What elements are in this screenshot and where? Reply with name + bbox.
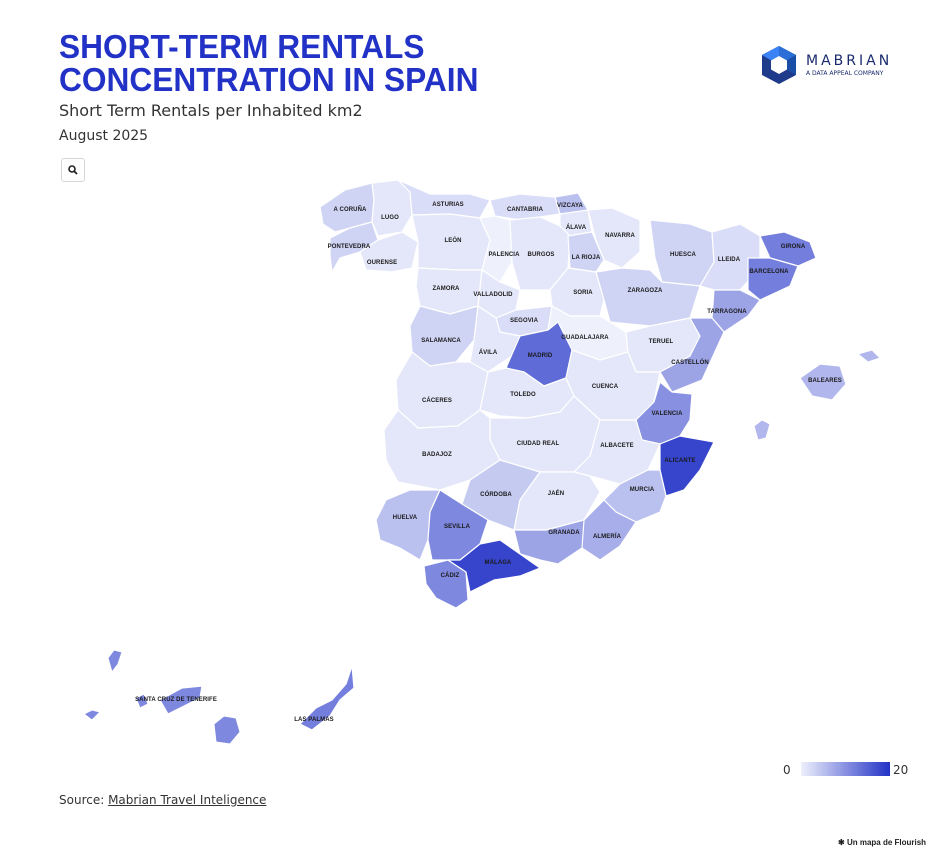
- flourish-credit[interactable]: ✱ Un mapa de Flourish: [838, 838, 926, 847]
- source-note: Source: Mabrian Travel Inteligence: [59, 793, 266, 807]
- region-label-toledo: TOLEDO: [510, 392, 536, 398]
- region-santa-cruz-de-tenerife[interactable]: [159, 685, 203, 715]
- region-label-ciudad-real: CIUDAD REAL: [517, 441, 560, 447]
- region-label-navarra: NAVARRA: [605, 233, 635, 239]
- region-label-malaga: MÁLAGA: [485, 559, 512, 566]
- region-label-badajoz: BADAJOZ: [422, 452, 452, 458]
- region-la-rioja[interactable]: [567, 231, 605, 273]
- region-label-huesca: HUESCA: [670, 252, 697, 258]
- flourish-credit-text: Un mapa de Flourish: [846, 838, 927, 847]
- map-subtitle: Short Term Rentals per Inhabited km2: [59, 101, 363, 120]
- source-prefix: Source:: [59, 793, 109, 807]
- region-malaga[interactable]: [447, 539, 541, 593]
- map-title: SHORT-TERM RENTALS CONCENTRATION IN SPAI…: [59, 30, 478, 96]
- mabrian-logo: MABRIAN A DATA APPEAL COMPANY: [758, 44, 908, 90]
- region-label-caceres: CÁCERES: [422, 397, 452, 404]
- region-label-santa-cruz-de-tenerife: SANTA CRUZ DE TENERIFE: [135, 697, 217, 703]
- map-labels: A CORUÑA LUGO PONTEVEDRA OURENSE ASTURIAS CAN…: [135, 202, 842, 723]
- region-label-zaragoza: ZARAGOZA: [628, 288, 663, 294]
- search-button[interactable]: [61, 158, 85, 182]
- region-label-girona: GIRONA: [781, 244, 806, 250]
- region-label-soria: SORIA: [573, 290, 593, 296]
- region-label-albacete: ALBACETE: [600, 443, 633, 449]
- region-label-salamanca: SALAMANCA: [421, 338, 461, 344]
- region-label-las-palmas: LAS PALMAS: [294, 717, 334, 723]
- region-label-jaen: JAÉN: [548, 489, 564, 497]
- region-ourense[interactable]: [359, 231, 419, 273]
- region-label-ourense: OURENSE: [367, 260, 397, 266]
- legend-min-label: 0: [783, 763, 791, 777]
- region-label-cordoba: CÓRDOBA: [480, 490, 512, 498]
- region-baleares-island-2[interactable]: [856, 349, 881, 363]
- map-title-line-2: CONCENTRATION IN SPAIN: [59, 61, 479, 98]
- region-huelva[interactable]: [375, 489, 441, 561]
- color-legend: 0 20: [783, 760, 913, 780]
- region-label-asturias: ASTURIAS: [432, 202, 463, 208]
- region-label-murcia: MURCIA: [630, 487, 655, 493]
- region-label-la-rioja: LA RIOJA: [572, 255, 601, 261]
- region-label-castellon: CASTELLÓN: [671, 358, 709, 366]
- region-label-tarragona: TARRAGONA: [707, 309, 747, 315]
- legend-max-label: 20: [893, 763, 909, 777]
- region-label-teruel: TERUEL: [649, 339, 674, 345]
- region-label-alicante: ALICANTE: [664, 458, 695, 464]
- logo-hexagon-icon: [762, 46, 796, 84]
- region-label-alava: ÁLAVA: [566, 224, 587, 231]
- logo-tagline: A DATA APPEAL COMPANY: [806, 70, 884, 77]
- region-palencia[interactable]: [479, 215, 513, 283]
- region-almeria[interactable]: [581, 499, 637, 561]
- region-label-valladolid: VALLADOLID: [473, 292, 513, 298]
- region-label-pontevedra: PONTEVEDRA: [328, 244, 371, 250]
- region-las-palmas[interactable]: [299, 665, 355, 731]
- flourish-icon: ✱: [838, 838, 845, 847]
- region-label-cadiz: CÁDIZ: [441, 572, 460, 579]
- region-label-leon: LEÓN: [444, 236, 461, 244]
- region-label-madrid: MADRID: [528, 353, 553, 359]
- region-label-cuenca: CUENCA: [592, 384, 619, 390]
- region-label-segovia: SEGOVIA: [510, 318, 539, 324]
- region-alicante[interactable]: [659, 435, 715, 497]
- region-label-sevilla: SEVILLA: [444, 524, 471, 530]
- region-baleares[interactable]: [799, 363, 847, 401]
- map-title-line-1: SHORT-TERM RENTALS: [59, 28, 425, 65]
- search-icon: [68, 165, 78, 175]
- region-label-a-coruna: A CORUÑA: [334, 206, 367, 213]
- region-santa-cruz-de-tenerife-island-4[interactable]: [213, 715, 241, 745]
- region-label-guadalajara: GUADALAJARA: [561, 335, 609, 341]
- region-barcelona[interactable]: [747, 257, 799, 301]
- region-santa-cruz-de-tenerife-island-2[interactable]: [83, 709, 101, 721]
- region-label-baleares: BALEARES: [808, 378, 842, 384]
- map-date: August 2025: [59, 128, 149, 144]
- region-santa-cruz-de-tenerife-island-3[interactable]: [135, 693, 149, 709]
- region-salamanca[interactable]: [409, 305, 479, 367]
- region-label-granada: GRANADA: [548, 530, 580, 536]
- region-label-barcelona: BARCELONA: [749, 269, 789, 275]
- region-label-zamora: ZAMORA: [433, 286, 460, 292]
- map-regions: [83, 179, 881, 745]
- region-label-valencia: VALENCIA: [651, 411, 683, 417]
- region-label-palencia: PALENCIA: [488, 252, 520, 258]
- region-label-cantabria: CANTABRIA: [507, 207, 544, 213]
- region-zaragoza[interactable]: [595, 267, 701, 327]
- region-santa-cruz-de-tenerife-island-1[interactable]: [107, 649, 123, 674]
- legend-gradient-bar: [801, 762, 890, 776]
- logo-name: MABRIAN: [806, 53, 893, 69]
- region-label-lleida: LLEIDA: [718, 257, 741, 263]
- region-label-lugo: LUGO: [381, 215, 399, 221]
- region-label-almeria: ALMERÍA: [593, 532, 622, 540]
- region-asturias[interactable]: [397, 179, 491, 219]
- source-link[interactable]: Mabrian Travel Inteligence: [108, 793, 267, 807]
- region-baleares-island-1[interactable]: [753, 419, 771, 441]
- region-label-avila: ÁVILA: [479, 349, 498, 356]
- region-label-huelva: HUELVA: [393, 515, 418, 521]
- region-label-vizcaya: VIZCAYA: [557, 203, 584, 209]
- region-label-burgos: BURGOS: [528, 252, 555, 258]
